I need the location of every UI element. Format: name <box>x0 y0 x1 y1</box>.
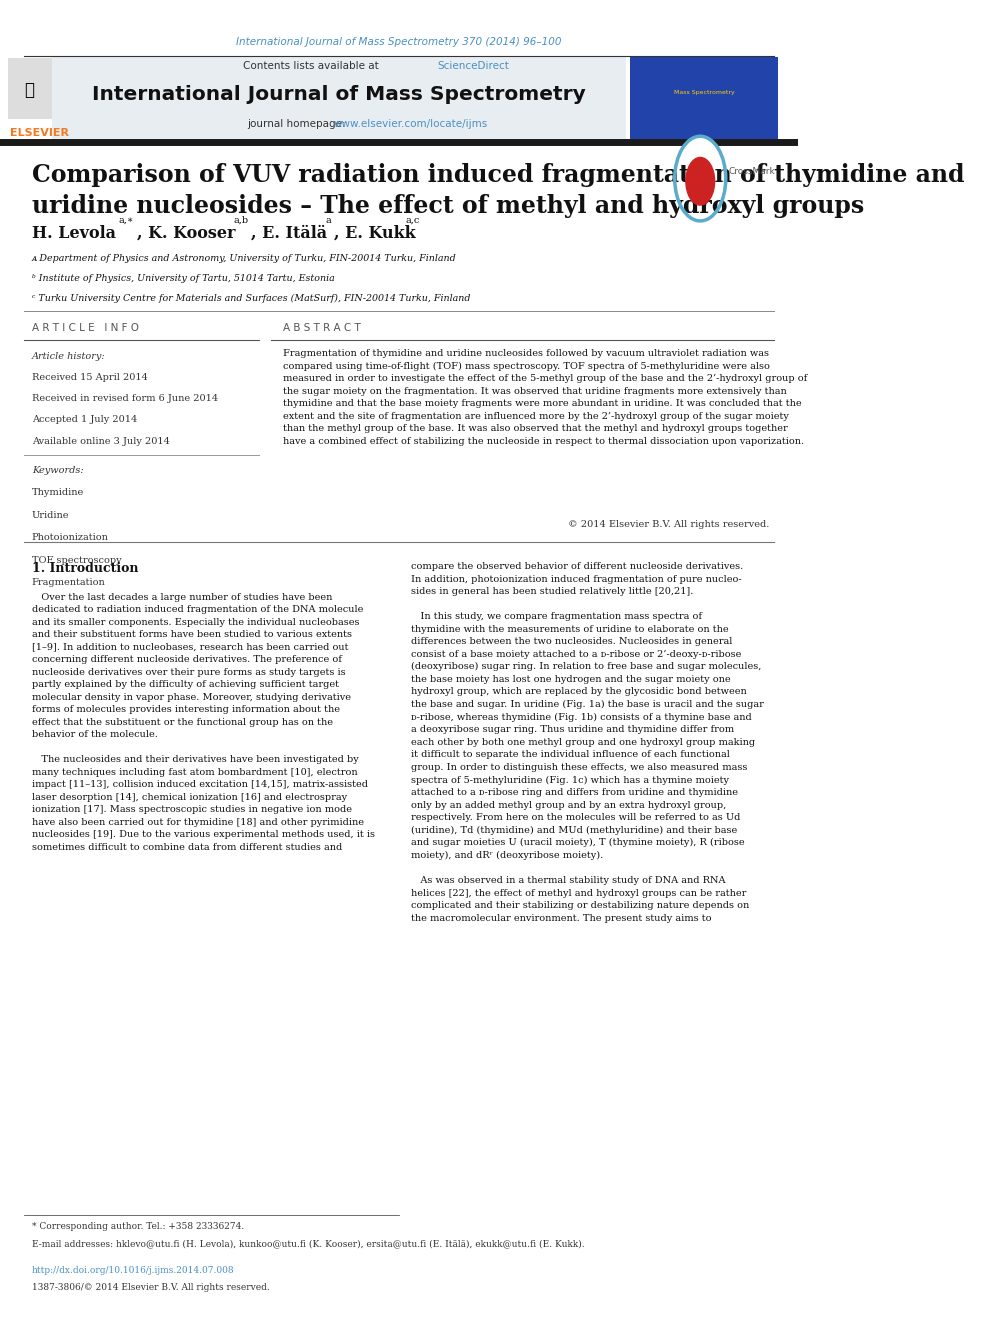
Text: H. Levola: H. Levola <box>32 225 116 242</box>
Text: ᴀ Department of Physics and Astronomy, University of Turku, FIN-20014 Turku, Fin: ᴀ Department of Physics and Astronomy, U… <box>32 254 456 263</box>
Text: Comparison of VUV radiation induced fragmentation of thymidine and: Comparison of VUV radiation induced frag… <box>32 163 964 187</box>
Circle shape <box>685 157 714 205</box>
Text: Over the last decades a large number of studies have been
dedicated to radiation: Over the last decades a large number of … <box>32 593 375 852</box>
Text: TOF spectroscopy: TOF spectroscopy <box>32 556 122 565</box>
Text: Fragmentation: Fragmentation <box>32 578 106 587</box>
Text: a,∗: a,∗ <box>118 216 134 225</box>
Text: , E. Kukk: , E. Kukk <box>334 225 416 242</box>
Text: Received 15 April 2014: Received 15 April 2014 <box>32 373 148 382</box>
Text: Accepted 1 July 2014: Accepted 1 July 2014 <box>32 415 137 425</box>
Text: Keywords:: Keywords: <box>32 466 83 475</box>
Text: Photoionization: Photoionization <box>32 533 109 542</box>
Text: journal homepage:: journal homepage: <box>247 119 349 130</box>
Text: ᶜ Turku University Centre for Materials and Surfaces (MatSurf), FIN-20014 Turku,: ᶜ Turku University Centre for Materials … <box>32 294 470 303</box>
FancyBboxPatch shape <box>630 57 778 139</box>
Text: International Journal of Mass Spectrometry 370 (2014) 96–100: International Journal of Mass Spectromet… <box>236 37 561 48</box>
Text: E-mail addresses: hklevo@utu.fi (H. Levola), kunkoo@utu.fi (K. Kooser), ersita@u: E-mail addresses: hklevo@utu.fi (H. Levo… <box>32 1240 584 1249</box>
Text: International Journal of Mass Spectrometry: International Journal of Mass Spectromet… <box>92 85 586 103</box>
Text: ELSEVIER: ELSEVIER <box>10 128 68 139</box>
FancyBboxPatch shape <box>8 58 52 119</box>
Text: Article history:: Article history: <box>32 352 105 361</box>
Text: a,c: a,c <box>406 216 421 225</box>
Text: A R T I C L E   I N F O: A R T I C L E I N F O <box>32 323 139 333</box>
Text: Fragmentation of thymidine and uridine nucleosides followed by vacuum ultraviole: Fragmentation of thymidine and uridine n… <box>283 349 807 446</box>
Text: uridine nucleosides – The effect of methyl and hydroxyl groups: uridine nucleosides – The effect of meth… <box>32 194 864 218</box>
Text: , K. Kooser: , K. Kooser <box>137 225 236 242</box>
Text: 1387-3806/© 2014 Elsevier B.V. All rights reserved.: 1387-3806/© 2014 Elsevier B.V. All right… <box>32 1283 270 1293</box>
Text: 1. Introduction: 1. Introduction <box>32 562 139 576</box>
FancyBboxPatch shape <box>52 57 626 139</box>
Text: compare the observed behavior of different nucleoside derivatives.
In addition, : compare the observed behavior of differe… <box>411 562 764 922</box>
Text: Mass Spectrometry: Mass Spectrometry <box>674 90 735 95</box>
Text: www.elsevier.com/locate/ijms: www.elsevier.com/locate/ijms <box>333 119 488 130</box>
Text: * Corresponding author. Tel.: +358 23336274.: * Corresponding author. Tel.: +358 23336… <box>32 1222 244 1232</box>
Text: http://dx.doi.org/10.1016/j.ijms.2014.07.008: http://dx.doi.org/10.1016/j.ijms.2014.07… <box>32 1266 234 1275</box>
Text: Available online 3 July 2014: Available online 3 July 2014 <box>32 437 170 446</box>
Text: Thymidine: Thymidine <box>32 488 84 497</box>
Text: Contents lists available at: Contents lists available at <box>243 61 382 71</box>
Text: , E. Itälä: , E. Itälä <box>251 225 327 242</box>
Text: 🌳: 🌳 <box>25 81 35 99</box>
Text: a: a <box>325 216 331 225</box>
Text: Uridine: Uridine <box>32 511 69 520</box>
Text: Received in revised form 6 June 2014: Received in revised form 6 June 2014 <box>32 394 218 404</box>
Text: a,b: a,b <box>234 216 249 225</box>
Text: A B S T R A C T: A B S T R A C T <box>283 323 361 333</box>
Text: ScienceDirect: ScienceDirect <box>437 61 509 71</box>
Text: ᵇ Institute of Physics, University of Tartu, 51014 Tartu, Estonia: ᵇ Institute of Physics, University of Ta… <box>32 274 334 283</box>
Text: CrossMark: CrossMark <box>728 168 775 176</box>
Circle shape <box>675 136 726 221</box>
Text: © 2014 Elsevier B.V. All rights reserved.: © 2014 Elsevier B.V. All rights reserved… <box>568 520 770 529</box>
